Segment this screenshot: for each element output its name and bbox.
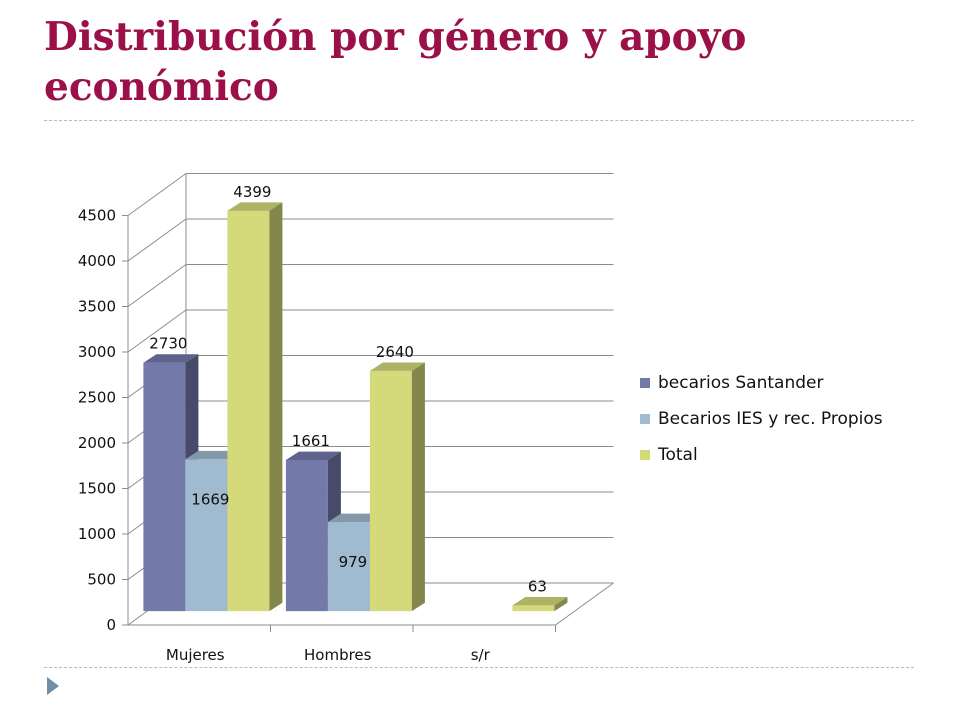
footer-divider [44,667,914,668]
legend-item: Becarios IES y rec. Propios [640,401,883,437]
data-label: 979 [339,553,368,571]
bar-side [269,202,283,612]
y-tick-label: 3000 [78,343,116,361]
bar-front [327,522,370,612]
x-axis-tick-labels: Mujeres Hombres s/r [166,646,491,664]
bar-front [185,459,228,612]
gridline-side [127,218,187,262]
bar-top [227,202,283,211]
floor-right-edge [555,582,614,626]
chart-bars [143,202,568,612]
y-tick-label: 3500 [78,298,116,316]
bar-top [143,354,199,363]
bar-side [554,597,568,612]
y-tick-label: 2500 [78,389,116,407]
legend-swatch [640,414,650,424]
legend-swatch [640,378,650,388]
y-axis-tick-labels: 0 500 1000 1500 2000 2500 3000 3500 4000 4500 [78,207,116,635]
y-tick-label: 2000 [78,434,116,452]
title-divider [44,120,914,121]
data-label: 2730 [149,335,187,353]
y-tick-label: 1500 [78,480,116,498]
legend-item: becarios Santander [640,365,883,401]
gridline-side [127,264,187,307]
gridline-side [127,309,187,353]
data-label: 2640 [376,343,414,361]
bar-top [285,451,341,460]
y-tick-label: 4500 [78,207,116,225]
bar-front [512,605,555,612]
x-tick-label: s/r [471,646,491,664]
bar-top [512,597,568,606]
bar-front [143,362,186,612]
data-label: 1669 [191,490,229,508]
triangle-bullet-icon [47,677,59,695]
x-tick-label: Mujeres [166,646,225,664]
data-label: 63 [528,577,547,595]
bar-top [185,450,241,460]
x-tick-label: Hombres [304,646,372,664]
data-labels: 2730 1669 4399 1661 979 2640 63 [149,183,547,596]
slide-title: Distribución por género y apoyo económic… [44,14,747,110]
bar-front [285,459,328,612]
legend-label: Total [658,445,698,465]
bar-side [411,362,425,612]
bar [512,597,568,612]
y-tick-label: 4000 [78,252,116,270]
legend-label: Becarios IES y rec. Propios [658,409,883,429]
legend-swatch [640,450,650,460]
legend-item: Total [640,437,883,473]
bar-front [369,370,412,612]
bar-top [369,362,425,371]
data-label: 1661 [292,432,330,450]
y-tick-label: 0 [106,616,116,634]
chart-legend: becarios Santander Becarios IES y rec. Pr… [640,365,883,473]
bar-front [227,210,270,612]
bar [227,202,283,612]
bar [369,362,425,612]
legend-label: becarios Santander [658,373,824,393]
y-tick-label: 1000 [78,525,116,543]
data-label: 4399 [233,183,271,201]
gridline-side [127,173,187,216]
bar-top [327,513,383,523]
y-tick-label: 500 [87,571,116,589]
